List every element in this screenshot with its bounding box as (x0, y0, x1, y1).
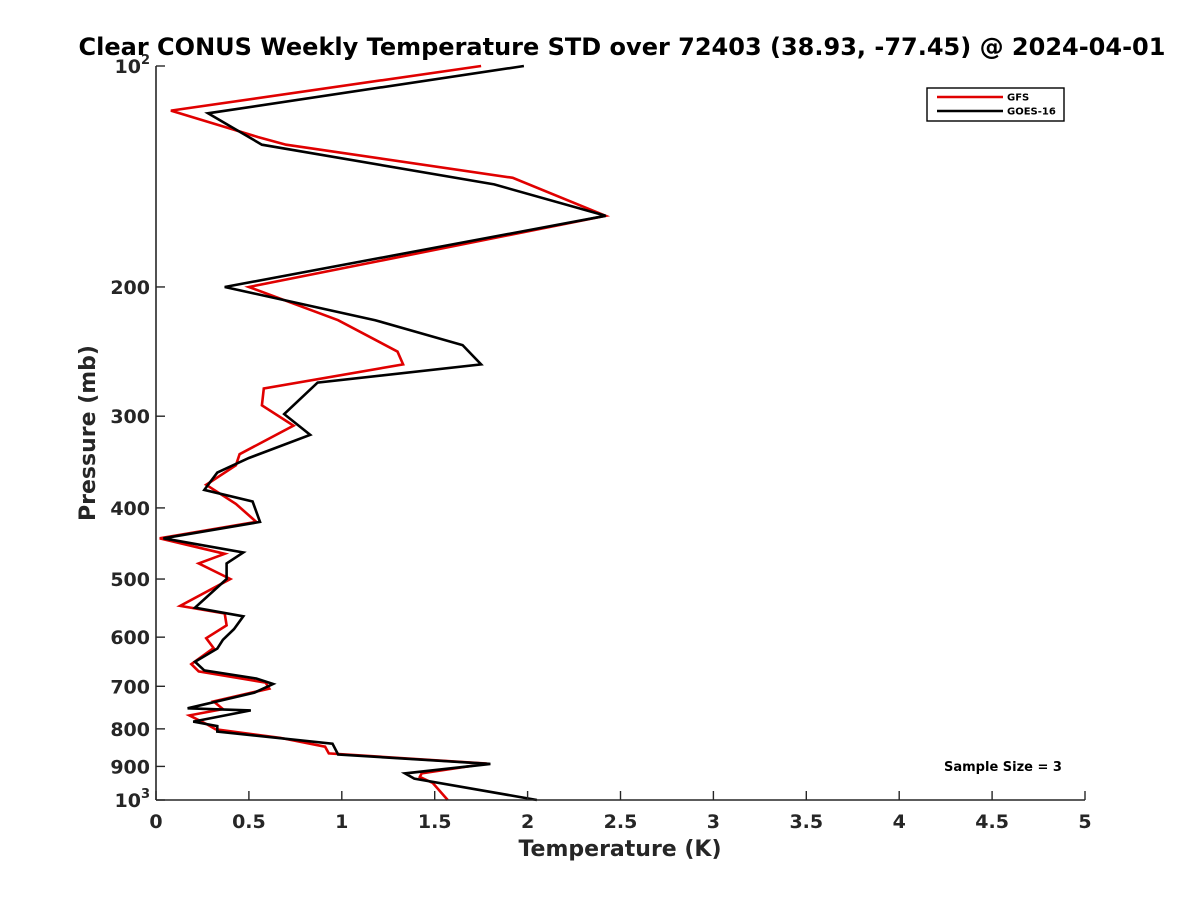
y-tick-label: 300 (110, 406, 150, 428)
sample-size-annotation: Sample Size = 3 (944, 760, 1062, 775)
y-tick-label: 400 (110, 498, 150, 520)
x-tick-label: 1.5 (418, 811, 452, 833)
y-tick-label: 600 (110, 627, 150, 649)
legend: GFS GOES-16 (926, 87, 1065, 122)
x-tick-label: 2 (521, 811, 534, 833)
chart-title: Clear CONUS Weekly Temperature STD over … (79, 33, 1166, 61)
x-tick-label: 4.5 (975, 811, 1009, 833)
x-tick-label: 5 (1078, 811, 1091, 833)
legend-box (926, 87, 1065, 122)
x-tick-label: 1 (335, 811, 348, 833)
y-tick-label: 102 (115, 53, 151, 78)
legend-label-1: GOES-16 (1007, 107, 1056, 118)
y-tick-label: 800 (110, 719, 150, 741)
x-tick-label: 2.5 (604, 811, 638, 833)
x-tick-label: 3 (707, 811, 720, 833)
x-axis-label: Temperature (K) (518, 837, 721, 862)
x-tick-label: 0.5 (232, 811, 266, 833)
x-tick-label: 3.5 (789, 811, 823, 833)
y-tick-label: 200 (110, 277, 150, 299)
y-axis-label: Pressure (mb) (76, 345, 101, 521)
x-tick-label: 4 (893, 811, 906, 833)
plot-area: 0 0.5 1 1.5 2 2.5 3 3.5 4 4.5 5 102 200 300 400 500 600 7… (110, 53, 1091, 833)
x-tick-label: 0 (149, 811, 162, 833)
y-tick-label: 500 (110, 569, 150, 591)
legend-label-0: GFS (1007, 93, 1029, 104)
y-tick-label: 900 (110, 756, 150, 778)
y-tick-label: 103 (115, 787, 151, 812)
series-line-1 (163, 64, 606, 802)
y-tick-label: 700 (110, 676, 150, 698)
